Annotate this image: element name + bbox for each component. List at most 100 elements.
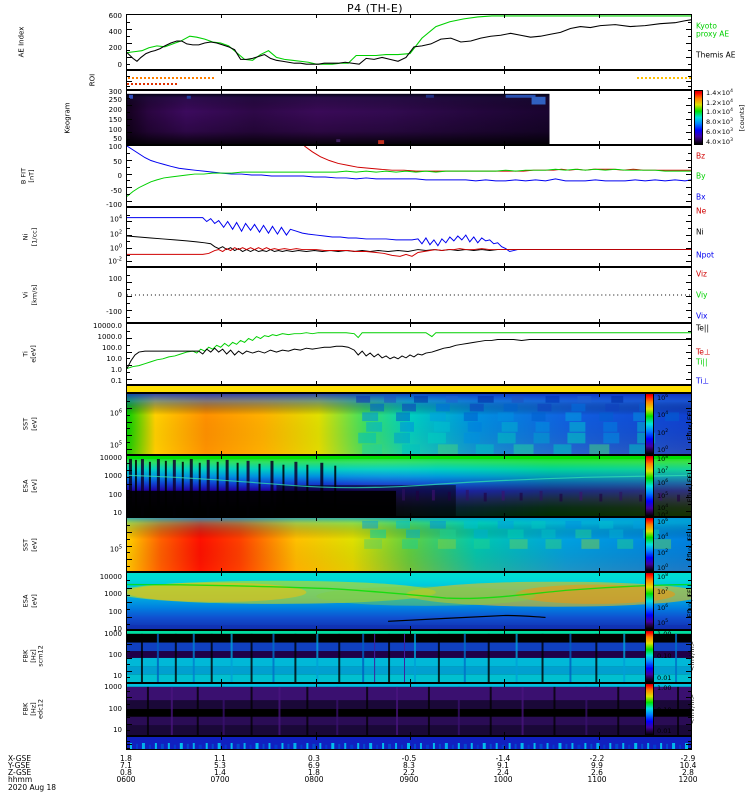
axis-label-velocity: Vi <box>21 291 30 299</box>
legend-ni: Ni <box>696 227 704 237</box>
cbtick-esae-4: 104 <box>657 503 669 513</box>
ytick-ae-600: 600 <box>108 12 122 20</box>
legend-viz: Viz <box>696 269 707 279</box>
ytick-esae-10000: 10000 <box>99 454 122 462</box>
axis-row-label-x-gse: X-GSE <box>8 754 32 763</box>
trace-ne <box>127 247 691 257</box>
ytick-fbkedc-100: 100 <box>108 705 122 713</box>
legend-by: By <box>696 171 706 181</box>
colorbar-keogram <box>694 90 703 145</box>
ytick-keo-250: 250 <box>108 96 122 104</box>
ytick-esae-1000: 1000 <box>104 472 122 480</box>
time-tick-1: 0700 <box>210 775 230 784</box>
cbtick-esae-0: 108 <box>657 454 669 464</box>
xgse-value-1: 1.1 <box>214 754 226 763</box>
panel-fbk-edc <box>126 683 692 736</box>
ytick-keo-150: 150 <box>108 116 122 124</box>
cbtitle-fbk-scm: <mV/m> <box>688 640 696 672</box>
ytick-esae-10: 10 <box>113 509 122 517</box>
ytick-bfit-m50: -50 <box>110 187 122 195</box>
xgse-value-4: -1.4 <box>495 754 511 763</box>
esa-e-feature-curve <box>127 474 691 489</box>
ygse-value-2: 6.9 <box>308 761 320 770</box>
cbtitle-fbk-edc: <mV/m> <box>688 693 696 725</box>
cbtick-esae-1: 107 <box>657 466 669 476</box>
cbtick-ssti-2: 102 <box>657 548 669 558</box>
panel-bottom-strip <box>126 736 692 750</box>
legend-bx: Bx <box>696 192 706 202</box>
axis-label-esa-i-units: [eV] <box>30 594 39 608</box>
legend-npot: Npot <box>696 250 714 260</box>
cbtick-keo-3: 8.0×103 <box>706 117 733 127</box>
trace-by <box>127 168 691 197</box>
cbtitle-esa-e: Eflux, EFU <box>686 469 694 503</box>
axis-row-label-z-gse: Z-GSE <box>8 768 32 777</box>
panel-sst-i <box>126 517 692 572</box>
ygse-value-4: 9.1 <box>497 761 509 770</box>
ytick-esai-10: 10 <box>113 625 122 633</box>
cbtick-ssti-1: 104 <box>657 532 669 542</box>
axis-label-temperature-units: e[eV] <box>29 345 38 363</box>
axis-row-label-y-gse: Y-GSE <box>8 761 30 770</box>
panel-keogram <box>126 90 692 145</box>
ytick-bfit-100: 100 <box>108 143 122 151</box>
legend-ne: Ne <box>696 206 707 216</box>
time-tick-0: 0600 <box>116 775 136 784</box>
zgse-value-1: 1.4 <box>214 768 226 777</box>
legend-ti-perp: Ti⊥ <box>696 376 709 386</box>
cbtick-sste-0: 106 <box>657 393 669 403</box>
panel-sst-e <box>126 393 692 455</box>
ygse-value-6: 10.4 <box>679 761 697 770</box>
cbtick-esai-1: 107 <box>657 587 669 597</box>
ytick-bfit-50: 50 <box>113 158 122 166</box>
ytick-temp-10000: 10000.0 <box>93 322 122 330</box>
ytick-esai-10000: 10000 <box>99 573 122 581</box>
ytick-esai-100: 100 <box>108 608 122 616</box>
panel-ae-index <box>126 14 692 70</box>
ytick-sste-1e6: 106 <box>109 408 122 418</box>
ytick-den-1e4: 104 <box>109 214 122 224</box>
ygse-value-3: 8.3 <box>403 761 415 770</box>
zg70se-value-2: 1.8 <box>308 768 320 777</box>
trace-bx <box>127 146 691 182</box>
cbtick-sste-2: 102 <box>657 428 669 438</box>
panel-temperature <box>126 323 692 385</box>
colorbar-sst-e <box>645 393 654 455</box>
panel-roi <box>126 70 692 90</box>
colorbar-sst-i <box>645 517 654 572</box>
zgse-value-6: 2.8 <box>682 768 694 777</box>
ytick-vel-0: 0 <box>117 291 122 299</box>
ytick-keo-100: 100 <box>108 126 122 134</box>
cbtick-keo-2: 1.0×104 <box>706 107 733 117</box>
axis-row-label-date: 2020 Aug 18 <box>8 783 57 792</box>
axis-label-esa-i: ESA <box>21 594 30 608</box>
axis-label-sst-i-units: [eV] <box>30 538 39 552</box>
xgse-value-6: -2.9 <box>680 754 696 763</box>
cbtick-fbkscm-1: 0.10 <box>657 652 672 660</box>
ytick-temp-01: 0.1 <box>110 377 122 385</box>
cbtick-esae-3: 105 <box>657 491 669 501</box>
roi-segment-red <box>127 83 177 85</box>
cbtick-fbkedc-2: 0.01 <box>657 727 672 735</box>
esa-i-low-energy-trace <box>388 614 546 622</box>
ygse-value-1: 5.3 <box>214 761 226 770</box>
ytick-temp-1000: 1000.0 <box>97 333 123 341</box>
cbtick-keo-4: 6.0×103 <box>706 127 733 137</box>
ytick-keo-300: 300 <box>108 88 122 96</box>
trace-themis-ae <box>127 19 691 65</box>
cbtick-keo-1: 1.2×104 <box>706 98 733 108</box>
ytick-fbkscm-100: 100 <box>108 651 122 659</box>
cbtick-esai-0: 108 <box>657 572 669 582</box>
ytick-vel-100: 100 <box>108 275 122 283</box>
time-tick-2: 0800 <box>304 775 324 784</box>
cbtick-esae-5: 103 <box>657 510 669 520</box>
legend-ti-par: Ti|| <box>696 357 708 367</box>
zgse-value-3: 2.2 <box>403 768 415 777</box>
axis-row-label-hhmm: hhmm <box>8 775 33 784</box>
ytick-ae-200: 200 <box>108 44 122 52</box>
ygse-value-0: 7.1 <box>120 761 132 770</box>
panel-esa-i <box>126 572 692 630</box>
colorbar-esa-i <box>645 572 654 630</box>
legend-vix: Vix <box>696 311 708 321</box>
cbtitle-esa-i: Eflux, EFU <box>686 584 694 618</box>
